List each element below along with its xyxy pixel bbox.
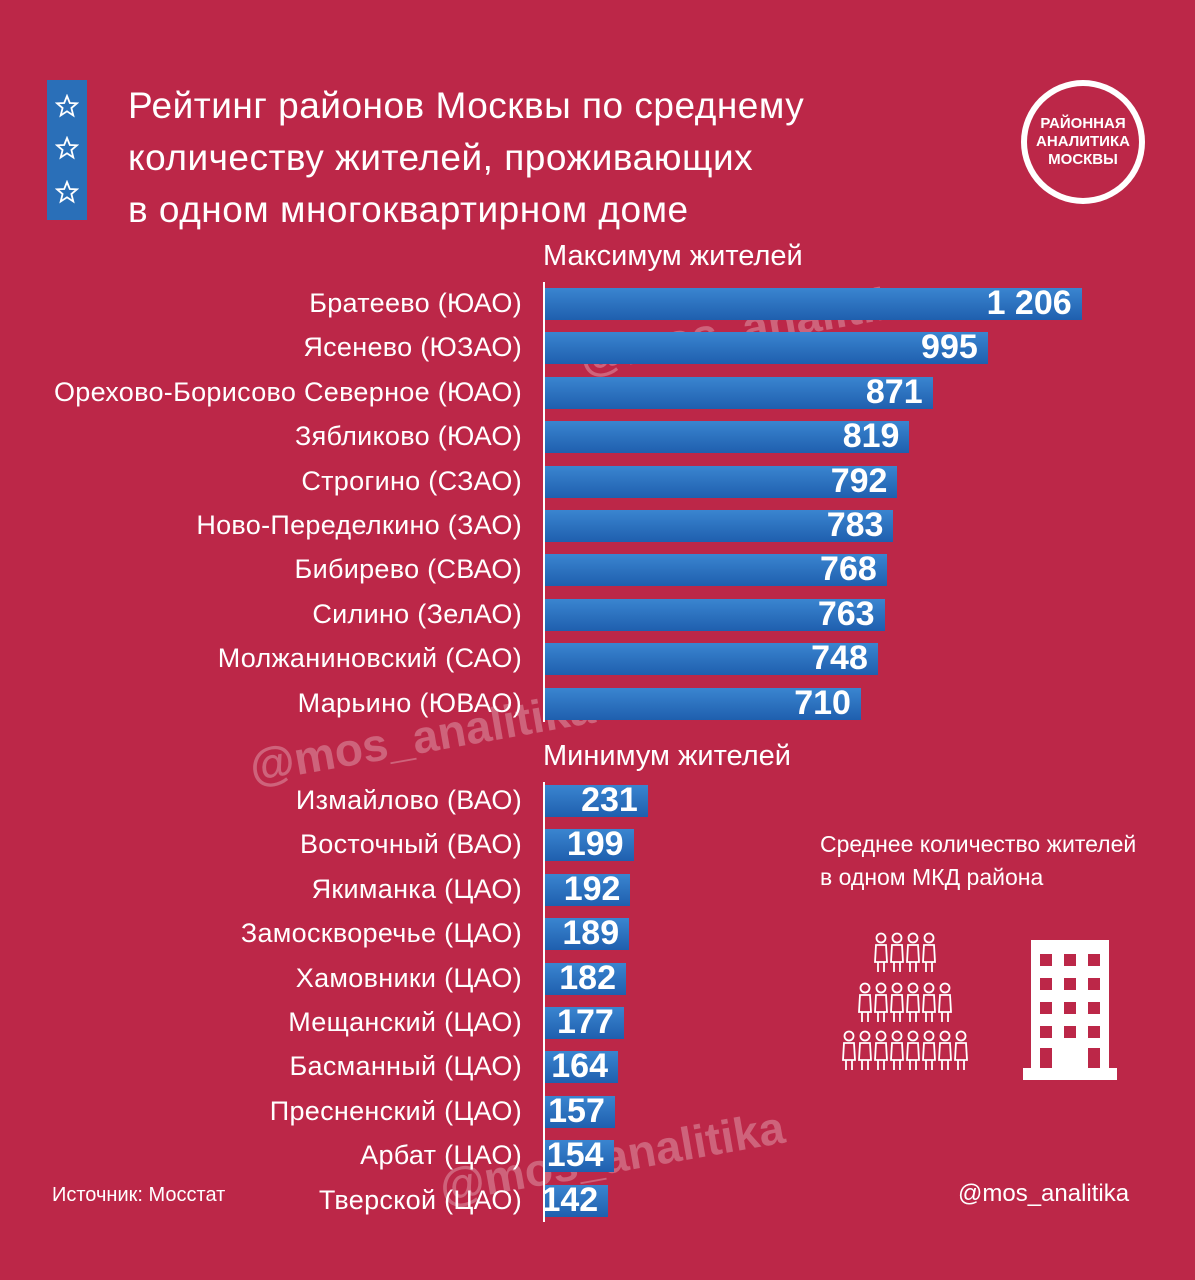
logo-line: МОСКВЫ xyxy=(1048,151,1118,168)
bar xyxy=(545,288,1082,320)
bar-value-label: 710 xyxy=(794,683,851,722)
title-line: Рейтинг районов Москвы по среднему xyxy=(128,85,805,126)
bar xyxy=(545,829,634,862)
title-line: в одном многоквартирном доме xyxy=(128,189,689,230)
category-label: Ясенево (ЮЗАО) xyxy=(303,332,522,363)
category-label: Измайлово (ВАО) xyxy=(295,785,522,815)
bar-value-label: 157 xyxy=(548,1091,605,1130)
bar-value-label: 792 xyxy=(830,461,888,500)
people-pyramid-icon xyxy=(842,932,968,1070)
bar-value-label: 1 206 xyxy=(986,284,1072,322)
category-label: Якиманка (ЦАО) xyxy=(311,873,522,904)
bar-value-label: 154 xyxy=(546,1136,604,1175)
logo-line: РАЙОННАЯ xyxy=(1040,115,1126,132)
logo: РАЙОННАЯ АНАЛИТИКА МОСКВЫ xyxy=(1021,80,1145,204)
category-label: Тверской (ЦАО) xyxy=(318,1184,522,1215)
bar-value-label: 182 xyxy=(559,958,616,997)
bar xyxy=(545,1184,609,1217)
chart-axis xyxy=(543,782,545,1222)
logo-line: АНАЛИТИКА xyxy=(1036,133,1130,150)
bar-value-label: 142 xyxy=(541,1180,599,1219)
legend-line: в одном МКД района xyxy=(820,864,1044,890)
bar xyxy=(545,962,626,995)
category-label: Орехово-Борисово Северное (ЮАО) xyxy=(53,376,522,407)
bar-value-label: 199 xyxy=(566,825,624,864)
building-icon xyxy=(1023,940,1117,1080)
category-label: Марьино (ЮВАО) xyxy=(297,687,522,718)
bar-value-label: 189 xyxy=(562,914,620,953)
bar-value-label: 871 xyxy=(865,372,923,411)
bar xyxy=(545,1051,618,1084)
category-label: Братеево (ЮАО) xyxy=(309,288,522,318)
star-icon xyxy=(55,180,79,204)
star-icon xyxy=(55,136,79,160)
bar xyxy=(545,687,861,720)
star-icon xyxy=(55,94,79,118)
bar xyxy=(545,1095,615,1128)
bar xyxy=(545,332,988,365)
bar-value-label: 192 xyxy=(563,869,621,908)
category-label: Бибирево (СВАО) xyxy=(294,554,522,585)
bar-value-label: 995 xyxy=(921,328,978,367)
category-label: Хамовники (ЦАО) xyxy=(295,962,522,993)
bar-value-label: 748 xyxy=(811,639,868,678)
legend-line: Среднее количество жителей xyxy=(820,831,1137,857)
legend: Среднее количество жителей в одном МКД р… xyxy=(820,828,1136,894)
bar xyxy=(545,421,910,454)
social-handle: @mos_analitika xyxy=(958,1180,1130,1207)
bar xyxy=(545,918,630,951)
category-label: Мещанский (ЦАО) xyxy=(288,1007,522,1037)
bar xyxy=(545,598,885,631)
stars-decoration xyxy=(47,80,87,220)
bar xyxy=(545,643,878,676)
bar xyxy=(545,554,887,587)
bar xyxy=(545,465,898,498)
bar xyxy=(545,376,933,409)
category-label: Пресненский (ЦАО) xyxy=(269,1095,522,1126)
bar-value-label: 231 xyxy=(581,781,638,819)
bar-value-label: 819 xyxy=(842,417,900,456)
category-label: Силино (ЗелАО) xyxy=(312,598,522,629)
bar-value-label: 164 xyxy=(551,1047,608,1086)
bar-value-label: 783 xyxy=(826,506,884,544)
bar xyxy=(545,1140,614,1173)
source-note: Источник: Мосстат xyxy=(52,1184,226,1206)
category-label: Молжаниновский (САО) xyxy=(217,643,522,674)
bar xyxy=(545,873,631,906)
section-title: Максимум жителей xyxy=(543,240,803,272)
category-label: Зябликово (ЮАО) xyxy=(295,421,522,452)
bar xyxy=(545,785,648,817)
category-label: Басманный (ЦАО) xyxy=(289,1051,522,1082)
bar xyxy=(545,510,894,542)
bar-value-label: 763 xyxy=(817,594,875,633)
category-label: Ново-Переделкино (ЗАО) xyxy=(196,510,522,540)
section-title: Минимум жителей xyxy=(543,740,791,772)
title-line: количеству жителей, проживающих xyxy=(128,137,754,178)
category-label: Восточный (ВАО) xyxy=(300,829,522,860)
bar-value-label: 177 xyxy=(557,1003,614,1041)
category-label: Арбат (ЦАО) xyxy=(360,1140,522,1171)
page-title: Рейтинг районов Москвы по среднему колич… xyxy=(128,80,928,236)
chart-axis xyxy=(543,282,545,722)
bar-value-label: 768 xyxy=(820,550,877,589)
watermark: @mos_analitika xyxy=(575,270,929,383)
bar xyxy=(545,1007,624,1039)
category-label: Замоскворечье (ЦАО) xyxy=(240,918,522,949)
category-label: Строгино (СЗАО) xyxy=(301,465,522,496)
